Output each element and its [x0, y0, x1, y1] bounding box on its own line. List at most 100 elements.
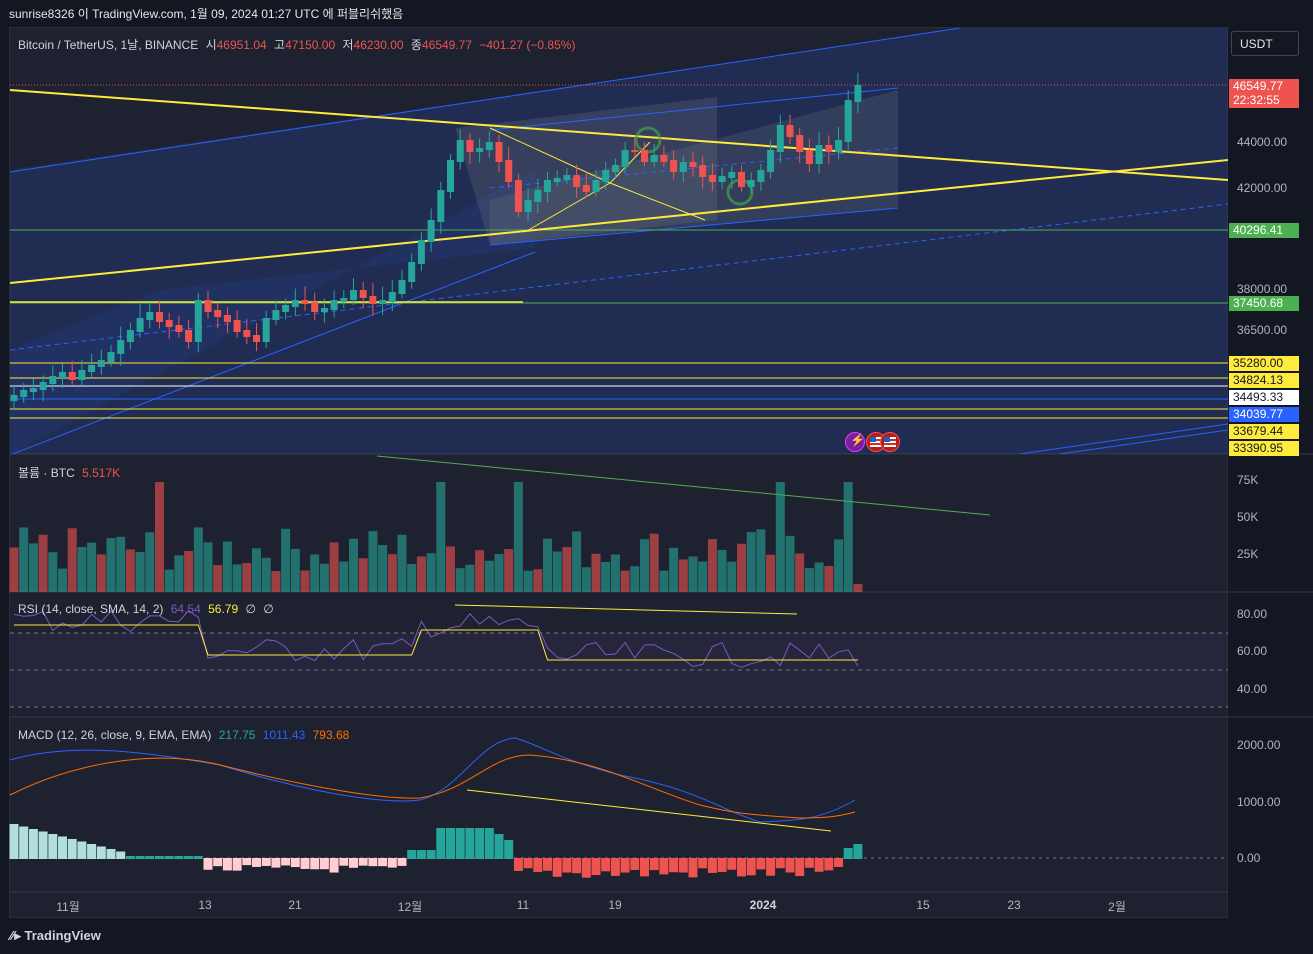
candle-body	[679, 162, 687, 172]
volume-bar	[203, 542, 213, 592]
macd-histogram-bar	[416, 850, 426, 859]
price-tick: 38000.00	[1237, 282, 1288, 296]
lightning-icon[interactable]: ⚡	[845, 432, 865, 452]
candle-body	[59, 372, 66, 378]
countdown-tag: 22:32:55	[1229, 93, 1299, 108]
tradingview-logo[interactable]: ⁄⁄▸ TradingView	[10, 928, 101, 944]
regression-channel-fill	[10, 28, 1228, 454]
candle-body	[844, 100, 852, 142]
candle-body	[592, 180, 600, 192]
candle-body	[68, 372, 76, 380]
candle-body	[185, 330, 193, 342]
volume-bar	[9, 547, 19, 592]
volume-tick: 50K	[1237, 510, 1259, 524]
candle-body	[747, 180, 755, 187]
macd-histogram-bar	[155, 856, 164, 859]
volume-bar	[397, 534, 407, 592]
candle-body	[786, 125, 794, 137]
volume-bar	[678, 559, 688, 592]
candle-body	[408, 262, 416, 282]
candle-body	[359, 290, 367, 298]
close-label: 종	[410, 38, 422, 52]
volume-bar	[475, 550, 485, 592]
macd-histogram-bar	[19, 826, 29, 859]
volume-bar	[610, 554, 620, 592]
volume-bar	[378, 545, 388, 592]
candle-body	[427, 220, 435, 242]
macd-histogram-bar	[203, 858, 213, 870]
volume-bar	[513, 482, 523, 592]
volume-bar	[271, 571, 281, 592]
volume-bar	[145, 532, 155, 592]
inner-channel-line	[489, 207, 899, 246]
volume-label[interactable]: 볼륨 · BTC	[18, 466, 75, 480]
macd-histogram-bar	[465, 828, 475, 859]
candle-body	[456, 140, 464, 162]
channel-mid-line	[10, 203, 1228, 351]
candle-body	[97, 360, 105, 367]
rsi-extra-1: ∅	[245, 602, 256, 616]
channel-lower-line	[11, 251, 536, 454]
candle-body	[514, 180, 522, 212]
candle-body	[563, 175, 571, 180]
us-flag-icon[interactable]	[880, 432, 900, 452]
candle-body	[495, 142, 503, 162]
open-label: 시	[205, 38, 217, 52]
volume-bar	[222, 541, 232, 592]
level-tag-33679: 33679.44	[1229, 424, 1299, 439]
candle-body	[398, 280, 406, 294]
symbol-title[interactable]: Bitcoin / TetherUS, 1날, BINANCE	[18, 38, 199, 52]
publish-header: sunrise8326 이 TradingView.com, 1월 09, 20…	[0, 0, 1313, 28]
rsi-tick: 80.00	[1237, 607, 1268, 621]
price-scale[interactable]	[1229, 27, 1313, 918]
macd-histogram-bar	[232, 858, 242, 871]
level-tag-33390: 33390.95	[1229, 441, 1299, 456]
macd-label[interactable]: MACD (12, 26, close, 9, EMA, EMA)	[18, 728, 212, 742]
macd-histogram-bar	[349, 858, 358, 868]
volume-bar	[630, 566, 640, 592]
volume-bar	[552, 551, 562, 592]
volume-bar	[106, 538, 116, 592]
volume-bar	[436, 482, 446, 592]
macd-histogram-bar	[77, 841, 87, 859]
macd-histogram-bar	[775, 858, 785, 869]
candle-body	[262, 318, 270, 342]
macd-histogram-bar	[707, 858, 717, 873]
candle-body	[796, 135, 804, 152]
macd-histogram-bar	[785, 858, 795, 873]
macd-histogram-bar	[727, 858, 737, 870]
volume-bar	[843, 482, 853, 592]
candle-body	[699, 165, 707, 177]
candle-body	[350, 290, 357, 300]
volume-bar	[252, 548, 261, 592]
level-tag-35280: 35280.00	[1229, 356, 1299, 371]
macd-tick: 0.00	[1237, 851, 1261, 865]
candle-body	[805, 150, 813, 164]
candle-body	[20, 390, 28, 397]
candle-body	[417, 240, 425, 264]
volume-bar	[96, 554, 106, 592]
volume-bar	[455, 568, 465, 592]
currency-button[interactable]: USDT	[1231, 31, 1299, 56]
time-tick: 13	[198, 898, 212, 912]
candle-body	[718, 176, 726, 182]
candle-body	[611, 165, 619, 172]
macd-histogram-bar	[630, 858, 640, 871]
volume-bar	[543, 538, 552, 592]
macd-histogram-bar	[494, 834, 504, 859]
channel-bottom-line	[1019, 423, 1228, 454]
candle-body	[175, 325, 183, 332]
candle-body	[650, 155, 658, 162]
volume-bar	[184, 550, 194, 592]
time-tick: 11월	[56, 900, 80, 914]
channel-upper-line	[10, 28, 961, 173]
macd-histogram-bar	[504, 840, 514, 859]
rsi-label[interactable]: RSI (14, close, SMA, 14, 2)	[18, 602, 164, 616]
level-tag-34824: 34824.13	[1229, 373, 1299, 388]
volume-bar	[213, 565, 223, 592]
volume-bar	[785, 535, 795, 592]
time-tick: 12월	[397, 900, 423, 914]
candle-body	[708, 175, 716, 182]
volume-bar	[572, 531, 582, 592]
volume-bar	[766, 554, 776, 592]
